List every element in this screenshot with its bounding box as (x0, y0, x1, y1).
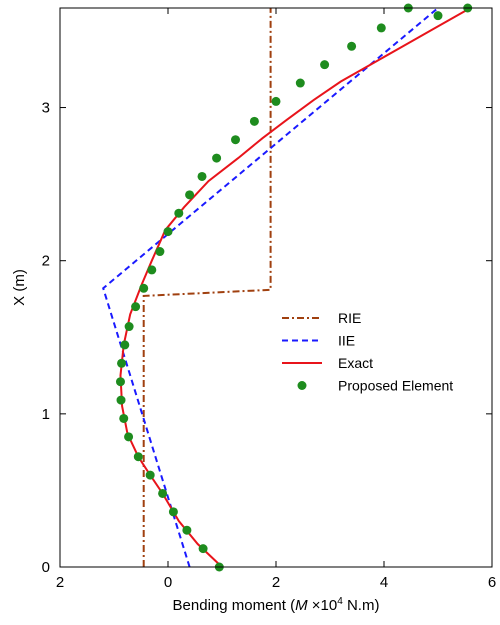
plot-layer (102, 3, 473, 572)
series-proposed-element-point (212, 153, 222, 163)
x-axis-label-suffix: N.m) (343, 597, 380, 614)
series-proposed-element-point (158, 488, 168, 498)
series-proposed-element-point (168, 507, 178, 517)
series-proposed-element-point (163, 227, 173, 237)
legend-swatch-proposed-element (297, 381, 307, 390)
series-proposed-element-point (185, 190, 195, 200)
y-tick-label: 2 (42, 253, 50, 270)
series-proposed-element-point (147, 265, 157, 275)
x-axis-label-mid: ×10 (308, 597, 338, 614)
series-exact-line (119, 7, 471, 568)
y-tick-label: 1 (42, 406, 50, 423)
series-proposed-element-point (131, 302, 141, 312)
series-proposed-element-point (231, 135, 240, 145)
x-axis-label-exp: 4 (337, 596, 343, 607)
x-tick-label: 0 (164, 574, 172, 591)
series-proposed-element-point (198, 544, 208, 554)
x-tick-label: 2 (56, 574, 64, 591)
x-axis-label: Bending moment (M ×104 N.m) (173, 596, 380, 614)
x-tick-label: 4 (380, 574, 388, 591)
y-tick-label: 3 (42, 100, 50, 117)
series-proposed-element-point (133, 452, 143, 462)
series-iie-line (102, 7, 439, 568)
series-proposed-element-point (139, 283, 149, 293)
series-proposed-element-point (124, 322, 134, 332)
x-axis-label-var: M (295, 597, 308, 614)
series-proposed-element-point (271, 96, 281, 106)
series-proposed-element-point (116, 395, 126, 405)
x-axis-label-prefix: Bending moment ( (173, 597, 296, 614)
series-proposed-element-point (174, 208, 184, 218)
legend-label-proposed-element: Proposed Element (338, 378, 453, 394)
series-proposed-element-point (182, 525, 192, 535)
series-proposed-element-point (155, 247, 165, 257)
series-proposed-element-point (320, 60, 330, 70)
series-proposed-element-point (347, 41, 357, 51)
y-tick-label: 0 (42, 559, 50, 576)
series-proposed-element-point (249, 116, 259, 126)
series-proposed-element-point (124, 432, 134, 442)
series-proposed-element-point (433, 11, 443, 21)
series-proposed-element-point (197, 171, 207, 181)
series-proposed-element-point (376, 23, 386, 33)
legend-label-exact: Exact (338, 355, 373, 371)
x-tick-label: 6 (488, 574, 496, 591)
legend-label-iie: IIE (338, 333, 355, 349)
series-proposed-element-point (119, 413, 129, 423)
series-proposed-element-point (295, 78, 305, 88)
series-proposed-element-point (120, 340, 130, 350)
legend-label-rie: RIE (338, 310, 361, 326)
series-proposed-element-point (117, 358, 127, 368)
series-rie-line (142, 8, 272, 567)
x-tick-label: 2 (272, 574, 280, 591)
plot-frame (59, 7, 493, 568)
legend: RIE IIE Exact Proposed Element (282, 310, 453, 394)
y-axis-label: X (m) (11, 269, 28, 306)
series-proposed-element-point (145, 470, 155, 480)
series-proposed-element-point (115, 377, 125, 387)
